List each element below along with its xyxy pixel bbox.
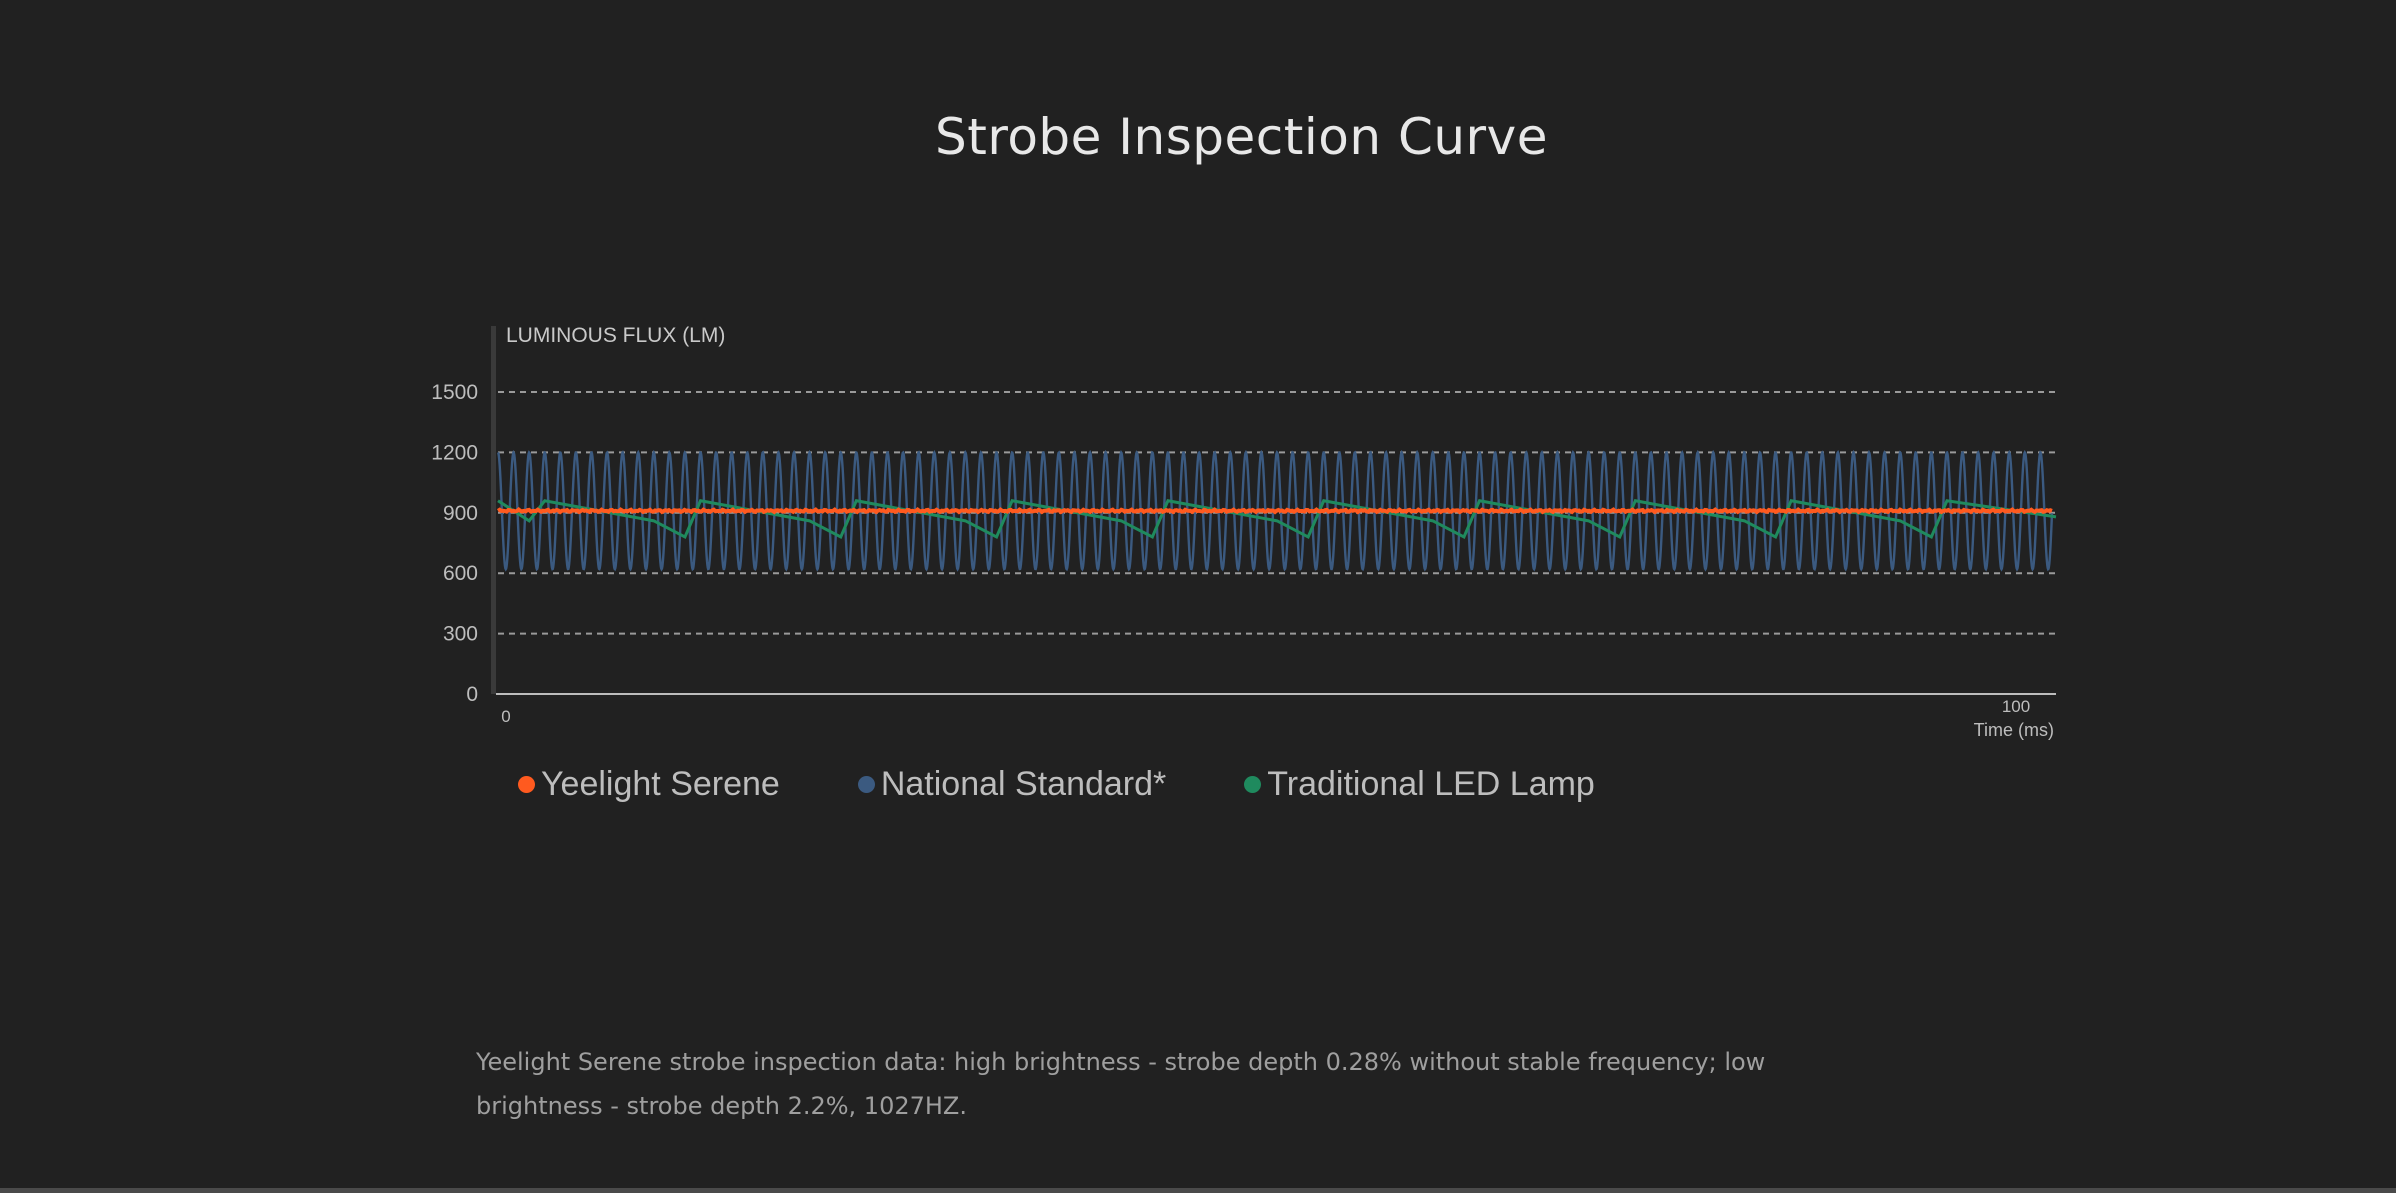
series-line-national-standard — [496, 449, 2054, 572]
caption-line-1: Yeelight Serene strobe inspection data: … — [476, 1048, 1766, 1076]
y-tick-label: 1500 — [431, 381, 478, 404]
legend-dot-national-standard — [857, 775, 875, 793]
legend-dot-yeelight-serene — [518, 775, 535, 793]
legend-item-traditional-led-lamp[interactable]: Traditional LED Lamp — [1244, 765, 1595, 804]
y-tick-label: 1200 — [431, 441, 478, 464]
series-line-yeelight-serene — [496, 507, 2053, 515]
bottom-divider — [0, 1188, 2396, 1193]
legend-item-yeelight-serene[interactable]: Yeelight Serene — [518, 765, 780, 804]
chart-title: Strobe Inspection Curve — [935, 108, 1548, 166]
legend-label: Traditional LED Lamp — [1267, 764, 1595, 803]
chart-legend: Yeelight Serene National Standard* Tradi… — [518, 760, 1673, 808]
y-axis-bar — [491, 326, 496, 694]
y-tick-label: 600 — [443, 562, 478, 585]
x-axis-label: Time (ms) — [1974, 720, 2054, 740]
caption-text: Yeelight Serene strobe inspection data: … — [476, 1040, 1896, 1128]
y-tick-label: 0 — [466, 683, 478, 706]
legend-label: Yeelight Serene — [541, 764, 780, 803]
legend-item-national-standard[interactable]: National Standard* — [857, 764, 1167, 804]
caption-line-2: brightness - strobe depth 2.2%, 1027HZ. — [476, 1092, 968, 1120]
y-axis-label: LUMINOUS FLUX (LM) — [506, 324, 725, 347]
y-tick-label: 300 — [443, 623, 478, 646]
series-line-traditional-led-lamp — [497, 499, 2057, 540]
x-tick-label: 0 — [501, 707, 510, 726]
legend-dot-traditional-led-lamp — [1244, 775, 1262, 793]
x-tick-label: 100 — [2002, 697, 2030, 716]
legend-label: National Standard* — [880, 764, 1167, 803]
y-tick-label: 900 — [443, 502, 478, 525]
